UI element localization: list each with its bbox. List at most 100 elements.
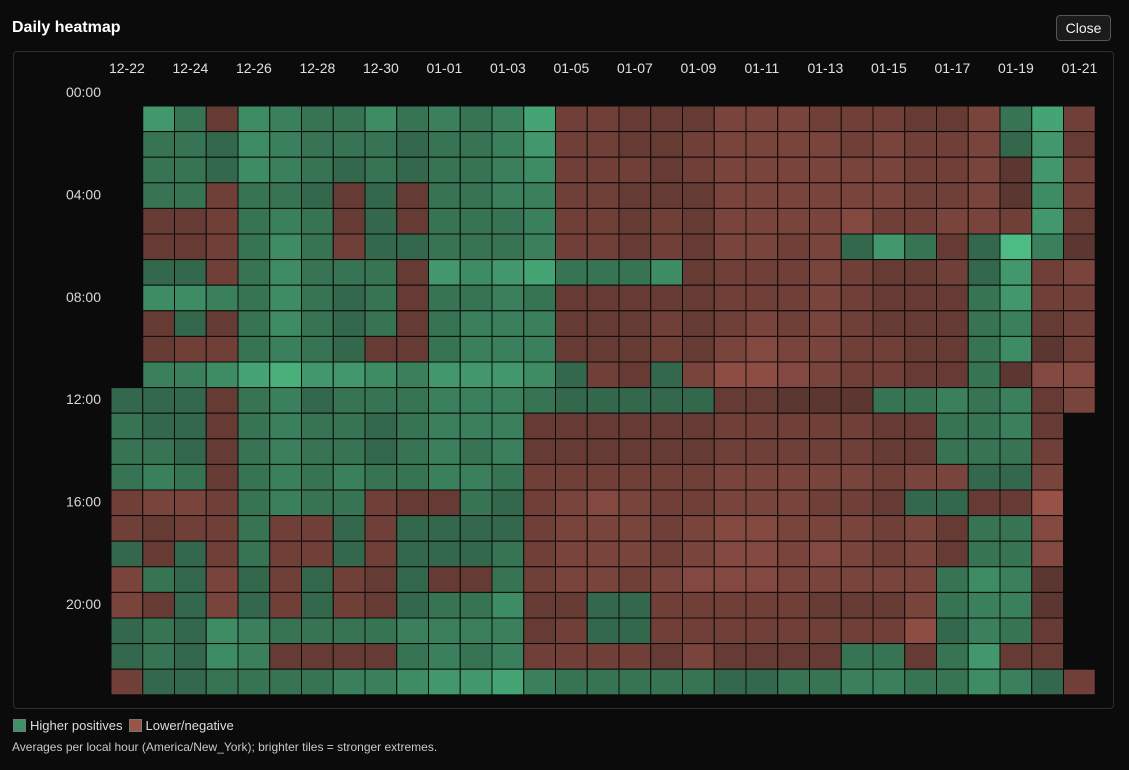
- heatmap-cell: [174, 438, 207, 465]
- heatmap-cell: [777, 335, 810, 363]
- heatmap-cell: [301, 207, 334, 235]
- heatmap-cell: [1063, 207, 1096, 235]
- heatmap-cell: [332, 412, 366, 440]
- legend: Higher positives Lower/negative: [13, 718, 240, 733]
- heatmap-cell: [301, 463, 334, 491]
- heatmap-cell: [110, 566, 144, 593]
- heatmap-cell: [364, 438, 398, 465]
- heatmap-cell: [1031, 591, 1064, 619]
- heatmap-cell: [555, 540, 588, 568]
- heatmap-cell: [174, 361, 207, 389]
- heatmap-cell: [142, 207, 175, 235]
- heatmap-cell: [904, 233, 937, 261]
- heatmap-chart: 12-22 12-24 12-26 12-28 12-30 01-01 01-03 01-05…: [66, 60, 1097, 696]
- heatmap-cell: [428, 233, 461, 261]
- heatmap-cell: [904, 412, 937, 440]
- heatmap-cell: [555, 233, 588, 261]
- heatmap-cell: [301, 489, 334, 517]
- heatmap-cell: [555, 310, 588, 337]
- heatmap-cell: [745, 668, 779, 696]
- heatmap-cell: [364, 489, 398, 517]
- heatmap-cell: [364, 156, 398, 184]
- heatmap-cell: [364, 310, 398, 337]
- heatmap-cell: [459, 591, 493, 619]
- heatmap-cell: [555, 387, 588, 414]
- heatmap-cell: [205, 566, 239, 593]
- heatmap-cell: [174, 207, 207, 235]
- close-button[interactable]: Close: [1056, 15, 1111, 41]
- heatmap-cell: [174, 335, 207, 363]
- heatmap-cell: [999, 156, 1033, 184]
- heatmap-cell: [586, 515, 620, 542]
- heatmap-cell: [332, 284, 366, 312]
- heatmap-cell: [555, 668, 588, 696]
- heatmap-cell: [904, 489, 937, 517]
- heatmap-cell: [364, 566, 398, 593]
- x-tick-label: 01-09: [680, 60, 716, 76]
- heatmap-cell: [840, 643, 874, 670]
- heatmap-cell: [459, 131, 493, 158]
- heatmap-cell: [237, 233, 271, 261]
- heatmap-cell: [142, 540, 175, 568]
- heatmap-cell: [809, 668, 842, 696]
- heatmap-cell: [872, 361, 906, 389]
- heatmap-cell: [650, 182, 683, 209]
- heatmap-cell: [840, 540, 874, 568]
- heatmap-cell: [1031, 463, 1064, 491]
- heatmap-cell: [682, 233, 715, 261]
- heatmap-cell: [840, 233, 874, 261]
- heatmap-cell: [205, 259, 239, 286]
- heatmap-cell: [237, 207, 271, 235]
- heatmap-cell: [332, 259, 366, 286]
- heatmap-cell: [745, 515, 779, 542]
- heatmap-cell: [1063, 259, 1096, 286]
- heatmap-cell: [237, 182, 271, 209]
- heatmap-cell: [777, 668, 810, 696]
- heatmap-cell: [618, 643, 652, 670]
- heatmap-cell: [364, 259, 398, 286]
- heatmap-cell: [174, 643, 207, 670]
- heatmap-cell: [555, 489, 588, 517]
- heatmap-cell: [904, 131, 937, 158]
- x-tick-label: 12-26: [236, 60, 272, 76]
- x-tick-label: 01-17: [934, 60, 970, 76]
- heatmap-cell: [555, 438, 588, 465]
- heatmap-cell: [650, 156, 683, 184]
- heatmap-cell: [586, 463, 620, 491]
- heatmap-cell: [555, 207, 588, 235]
- heatmap-cell: [491, 182, 525, 209]
- heatmap-cell: [174, 668, 207, 696]
- heatmap-cell: [428, 105, 461, 133]
- heatmap-cell: [459, 310, 493, 337]
- heatmap-cell: [1063, 284, 1096, 312]
- heatmap-cell: [936, 284, 969, 312]
- heatmap-cell: [491, 310, 525, 337]
- heatmap-cell: [142, 566, 175, 593]
- heatmap-cell: [777, 310, 810, 337]
- heatmap-cell: [523, 131, 556, 158]
- heatmap-cell: [936, 617, 969, 645]
- heatmap-cell: [809, 284, 842, 312]
- heatmap-cell: [809, 566, 842, 593]
- heatmap-cell: [301, 540, 334, 568]
- heatmap-cell: [459, 387, 493, 414]
- heatmap-cell: [332, 643, 366, 670]
- x-tick-label: 01-05: [553, 60, 589, 76]
- heatmap-cell: [364, 540, 398, 568]
- heatmap-cell: [142, 233, 175, 261]
- heatmap-cell: [174, 617, 207, 645]
- heatmap-cell: [491, 540, 525, 568]
- heatmap-cell: [618, 131, 652, 158]
- heatmap-cell: [809, 156, 842, 184]
- heatmap-cell: [428, 566, 461, 593]
- heatmap-cell: [491, 668, 525, 696]
- heatmap-cell: [459, 207, 493, 235]
- heatmap-cell: [396, 259, 429, 286]
- heatmap-cell: [555, 566, 588, 593]
- heatmap-cell: [618, 412, 652, 440]
- heatmap-cell: [745, 259, 779, 286]
- x-tick-label: 12-28: [299, 60, 335, 76]
- heatmap-cell: [618, 361, 652, 389]
- heatmap-cell: [174, 540, 207, 568]
- heatmap-cell: [332, 463, 366, 491]
